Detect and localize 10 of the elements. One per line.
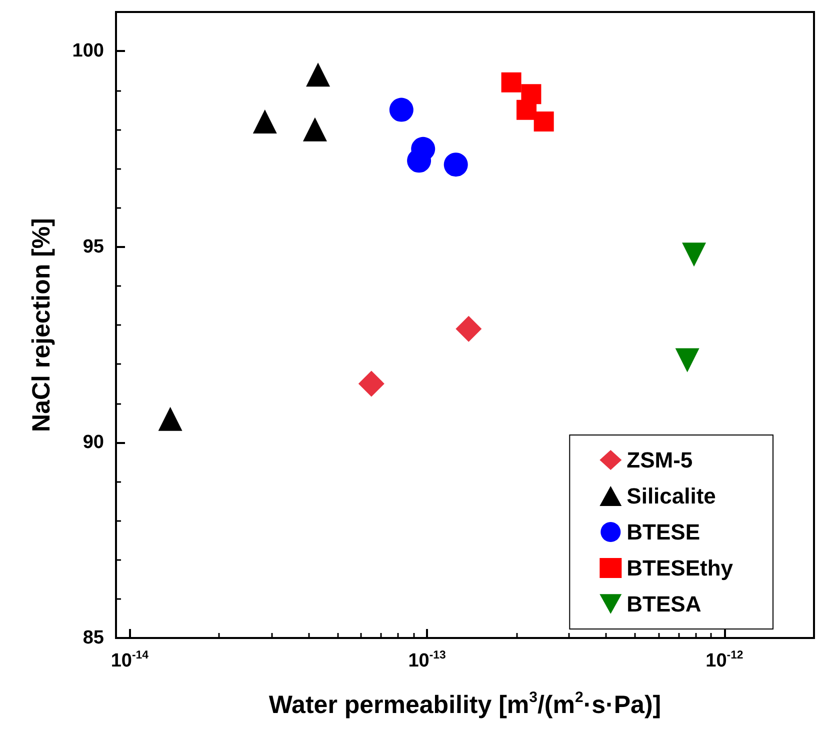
- y-tick-label: 100: [72, 40, 104, 62]
- legend-label: BTESA: [626, 592, 702, 616]
- y-tick-label: 90: [82, 432, 104, 453]
- legend-label: Silicalite: [626, 484, 716, 508]
- y-tick-label: 95: [82, 236, 104, 258]
- y-axis-title: NaCl rejection [%]: [28, 218, 56, 432]
- legend-label: BTESE: [626, 520, 700, 544]
- y-tick-label: 85: [82, 628, 104, 648]
- legend-label: ZSM-5: [626, 448, 693, 472]
- legend-label: BTESEthy: [626, 556, 734, 580]
